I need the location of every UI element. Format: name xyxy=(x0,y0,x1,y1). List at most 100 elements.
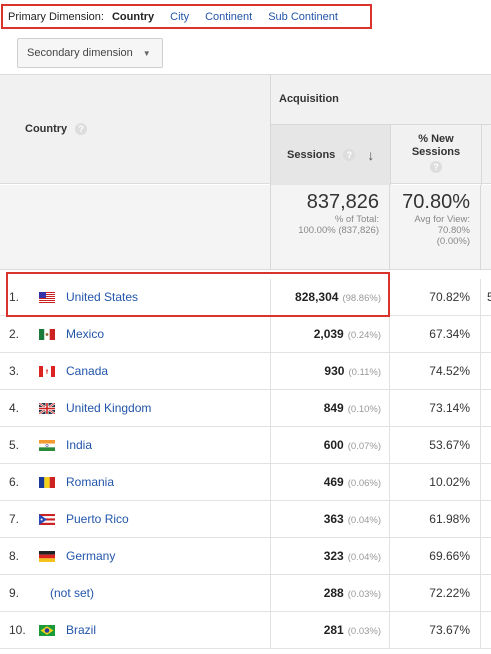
sessions-value: 2,039 xyxy=(313,327,344,341)
sessions-percent: (0.11%) xyxy=(348,367,381,378)
dimension-option-continent[interactable]: Continent xyxy=(205,10,253,23)
flag-mx-icon xyxy=(39,329,55,340)
sessions-value: 323 xyxy=(323,549,344,563)
primary-dimension-label: Primary Dimension: xyxy=(8,10,104,23)
total-new-sub1: Avg for View: xyxy=(414,214,470,225)
total-sessions-sub1: % of Total: xyxy=(334,214,379,225)
sessions-cell: 849 (0.10%) xyxy=(270,390,389,427)
sessions-percent: (0.03%) xyxy=(347,589,381,600)
acquisition-title: Acquisition xyxy=(279,93,339,105)
table-row: 5. India 600 (0.07%) 53.67% xyxy=(0,427,491,464)
row-number: 2. xyxy=(9,327,20,341)
country-link[interactable]: United States xyxy=(66,290,139,304)
row-number: 5. xyxy=(9,438,20,452)
sessions-cell: 281 (0.03%) xyxy=(270,612,389,649)
new-sessions-cell: 67.34% xyxy=(389,316,481,353)
sessions-percent: (0.24%) xyxy=(347,330,381,341)
sessions-value: 288 xyxy=(323,586,344,600)
country-link[interactable]: Canada xyxy=(66,364,109,378)
new-sessions-cell: 53.67% xyxy=(389,427,481,464)
secondary-dimension-label: Secondary dimension xyxy=(27,47,133,59)
help-icon[interactable]: ? xyxy=(343,149,356,161)
new-sessions-cell: 69.66% xyxy=(389,538,481,575)
sessions-cell: 2,039 (0.24%) xyxy=(270,316,389,353)
country-link[interactable]: Romania xyxy=(66,475,115,489)
flag-gb-icon xyxy=(38,402,56,415)
total-sessions-sub2: 100.00% (837,826) xyxy=(298,225,379,236)
sessions-cell: 363 (0.04%) xyxy=(270,501,389,538)
truncated-column-value: 5 xyxy=(487,290,491,304)
flag-ca-icon xyxy=(39,366,55,377)
dimension-option-city[interactable]: City xyxy=(170,10,190,23)
primary-dimension-bar: Primary Dimension: Country City Continen… xyxy=(1,4,372,29)
help-icon[interactable]: ? xyxy=(75,123,88,135)
table-row: 8. Germany 323 (0.04%) 69.66% xyxy=(0,538,491,575)
country-link[interactable]: (not set) xyxy=(50,586,95,600)
header-divider xyxy=(271,124,491,125)
table-row: 1. United States 828,304 (98.86%) 70.82% 5 xyxy=(0,279,491,316)
flag-us-icon xyxy=(39,292,55,303)
sessions-value: 363 xyxy=(323,512,344,526)
column-header-country[interactable]: Country ? xyxy=(25,123,88,135)
sessions-percent: (0.07%) xyxy=(347,441,381,452)
table-row: 6. Romania 469 (0.06%) 10.02% xyxy=(0,464,491,501)
row-number: 8. xyxy=(9,549,20,563)
row-number: 10. xyxy=(9,623,26,637)
flag-ro-icon xyxy=(39,477,55,488)
sessions-cell: 323 (0.04%) xyxy=(270,538,389,575)
country-link[interactable]: Germany xyxy=(66,549,116,563)
sort-descending-icon[interactable]: ↓ xyxy=(367,147,375,163)
total-new-value: 70.80% xyxy=(402,191,470,213)
sessions-value: 828,304 xyxy=(295,290,339,304)
table-row: 4. United Kingdom 849 (0.10%) 73.14% xyxy=(0,390,491,427)
acquisition-group: Acquisition Sessions ? ↓ % New Sessions … xyxy=(270,75,491,185)
row-number: 1. xyxy=(9,290,20,304)
secondary-dimension-dropdown[interactable]: Secondary dimension ▼ xyxy=(17,38,163,68)
country-link[interactable]: Brazil xyxy=(66,623,97,637)
sessions-percent: (0.06%) xyxy=(347,478,381,489)
flag-de-icon xyxy=(39,551,55,562)
sessions-percent: (0.10%) xyxy=(347,404,381,415)
row-number: 7. xyxy=(9,512,20,526)
dimension-option-sub-continent[interactable]: Sub Continent xyxy=(268,10,338,23)
chevron-down-icon: ▼ xyxy=(142,48,151,58)
sessions-percent: (0.04%) xyxy=(347,552,381,563)
dimension-country-active[interactable]: Country xyxy=(111,10,155,23)
sessions-cell: 828,304 (98.86%) xyxy=(270,279,389,316)
country-link[interactable]: Puerto Rico xyxy=(66,512,129,526)
table-row: 3. Canada 930 (0.11%) 74.52% xyxy=(0,353,491,390)
sessions-percent: (98.86%) xyxy=(342,293,381,304)
table-row: 10. Brazil 281 (0.03%) 73.67% xyxy=(0,612,491,649)
sessions-cell: 288 (0.03%) xyxy=(270,575,389,612)
flag-pr-icon xyxy=(39,514,55,525)
table-row: 2. Mexico 2,039 (0.24%) 67.34% xyxy=(0,316,491,353)
totals-row: 837,826 % of Total: 100.00% (837,826) 70… xyxy=(0,185,491,270)
sessions-header-label: Sessions xyxy=(287,149,336,161)
sessions-percent: (0.03%) xyxy=(347,626,381,637)
total-new-sub2: 70.80% xyxy=(437,225,470,236)
totals-new-sessions: 70.80% Avg for View: 70.80% (0.00%) xyxy=(389,185,481,270)
country-header-label: Country xyxy=(25,123,68,135)
row-number: 6. xyxy=(9,475,20,489)
column-header-new-sessions[interactable]: % New Sessions ? xyxy=(390,125,482,185)
country-link[interactable]: India xyxy=(66,438,93,452)
totals-sessions: 837,826 % of Total: 100.00% (837,826) xyxy=(270,185,389,270)
sessions-value: 930 xyxy=(324,364,345,378)
sessions-value: 469 xyxy=(323,475,344,489)
flag-br-icon xyxy=(39,625,55,636)
country-link[interactable]: United Kingdom xyxy=(66,401,152,415)
country-link[interactable]: Mexico xyxy=(66,327,105,341)
sessions-percent: (0.04%) xyxy=(347,515,381,526)
column-header-sessions[interactable]: Sessions ? ↓ xyxy=(271,125,390,185)
total-new-sub3: (0.00%) xyxy=(436,236,470,247)
sessions-value: 600 xyxy=(323,438,344,452)
help-icon[interactable]: ? xyxy=(430,161,442,173)
new-sessions-cell: 73.14% xyxy=(389,390,481,427)
flag-in-icon xyxy=(39,440,55,451)
data-rows: 1. United States 828,304 (98.86%) 70.82% 5 2. M… xyxy=(0,279,491,649)
new-sessions-cell: 73.67% xyxy=(389,612,481,649)
new-sessions-cell: 74.52% xyxy=(389,353,481,390)
total-sessions-value: 837,826 xyxy=(306,191,379,213)
table-row: 7. Puerto Rico 363 (0.04%) 61.98% xyxy=(0,501,491,538)
sessions-value: 281 xyxy=(323,623,344,637)
